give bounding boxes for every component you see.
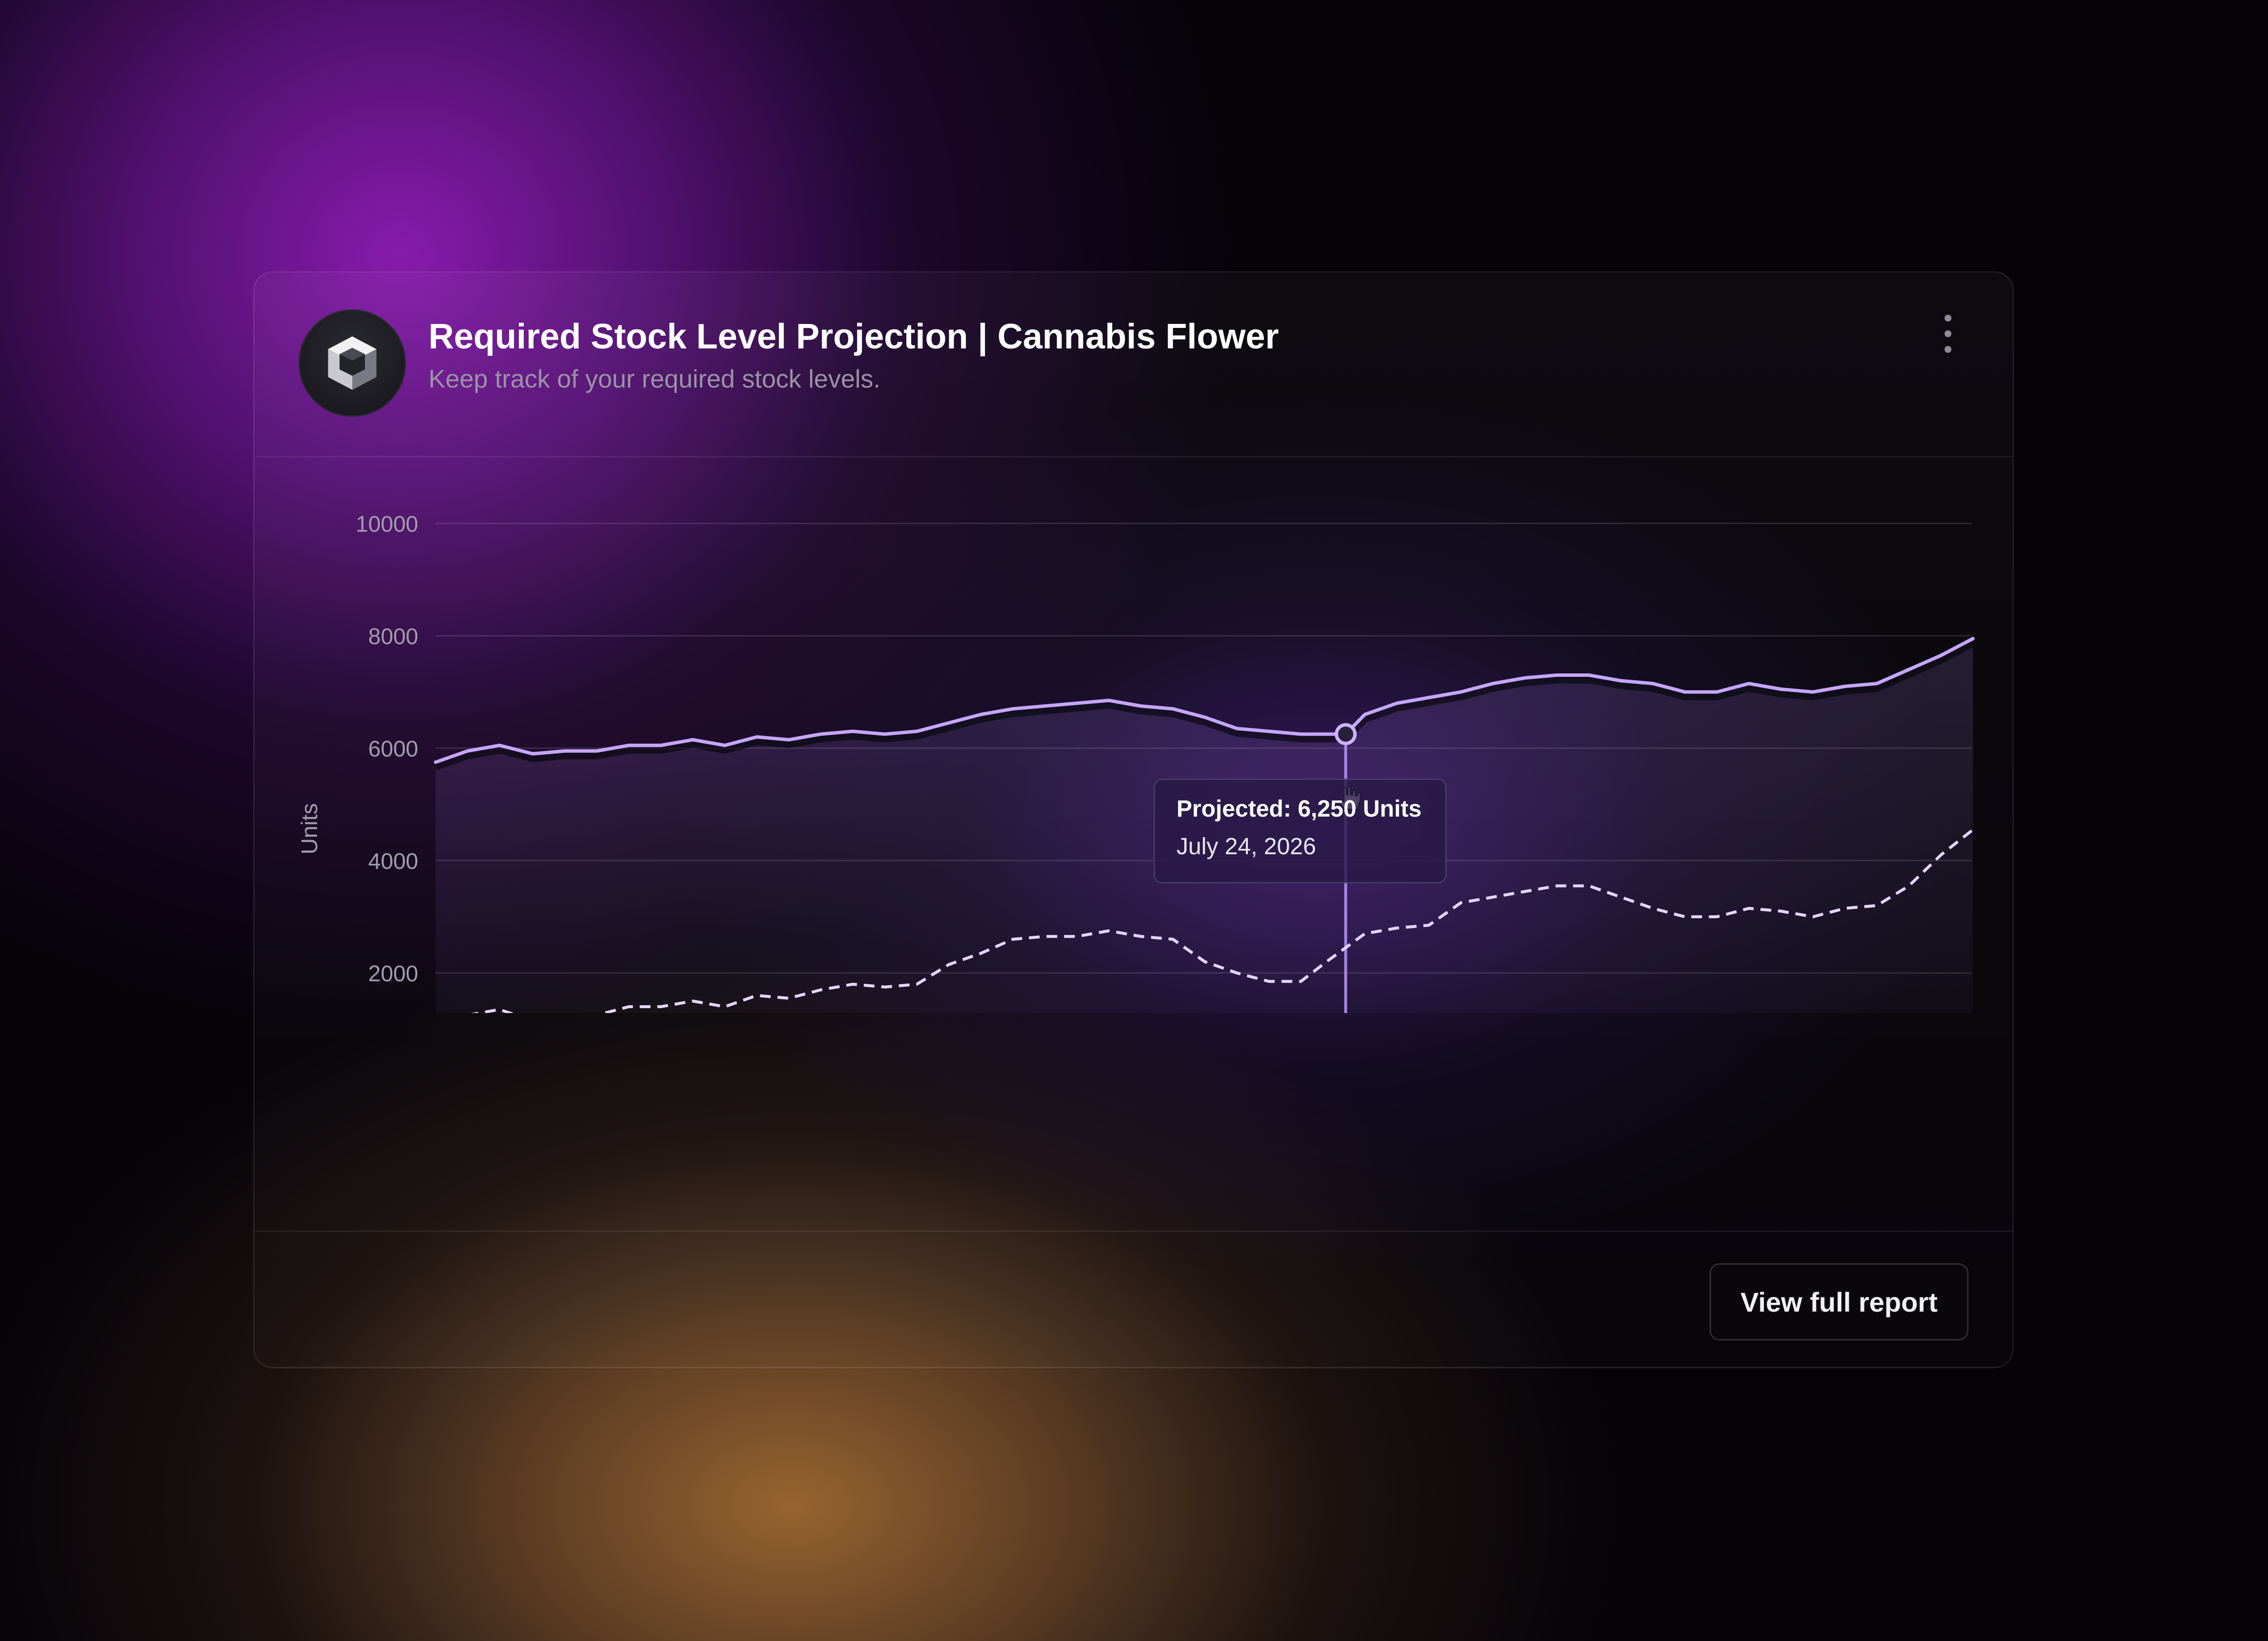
card-title: Required Stock Level Projection | Cannab…	[428, 317, 1279, 356]
highlight-point	[1334, 723, 1357, 745]
tooltip-value: Projected: 6,250 Units	[1177, 796, 1422, 822]
y-tick-label: 2000	[368, 961, 418, 986]
y-tick-label: 6000	[368, 736, 418, 761]
stock-line-chart[interactable]: 1000080006000400020000JanFebMarAprMayJun…	[255, 456, 2014, 1013]
y-tick-label: 10000	[356, 511, 418, 537]
kebab-menu-icon[interactable]	[1938, 312, 1958, 356]
y-axis-label: Units	[297, 803, 322, 855]
y-tick-label: 4000	[368, 848, 418, 874]
chart-area: 1000080006000400020000JanFebMarAprMayJun…	[255, 456, 2012, 1013]
card-header: Required Stock Level Projection | Cannab…	[255, 273, 2012, 457]
chart-tooltip: Projected: 6,250 Units July 24, 2026	[1154, 778, 1447, 884]
projected-line	[433, 637, 1975, 764]
card-footer: View full report	[255, 1231, 2012, 1367]
stock-projection-card: Required Stock Level Projection | Cannab…	[253, 271, 2014, 1368]
y-tick-label: 8000	[368, 624, 418, 649]
view-full-report-button[interactable]: View full report	[1710, 1263, 1968, 1340]
tooltip-date: July 24, 2026	[1177, 834, 1316, 860]
projected-line-shadow	[434, 640, 1975, 771]
cube-icon	[299, 309, 406, 417]
card-subtitle: Keep track of your required stock levels…	[428, 365, 880, 393]
required-line	[471, 828, 1974, 1013]
